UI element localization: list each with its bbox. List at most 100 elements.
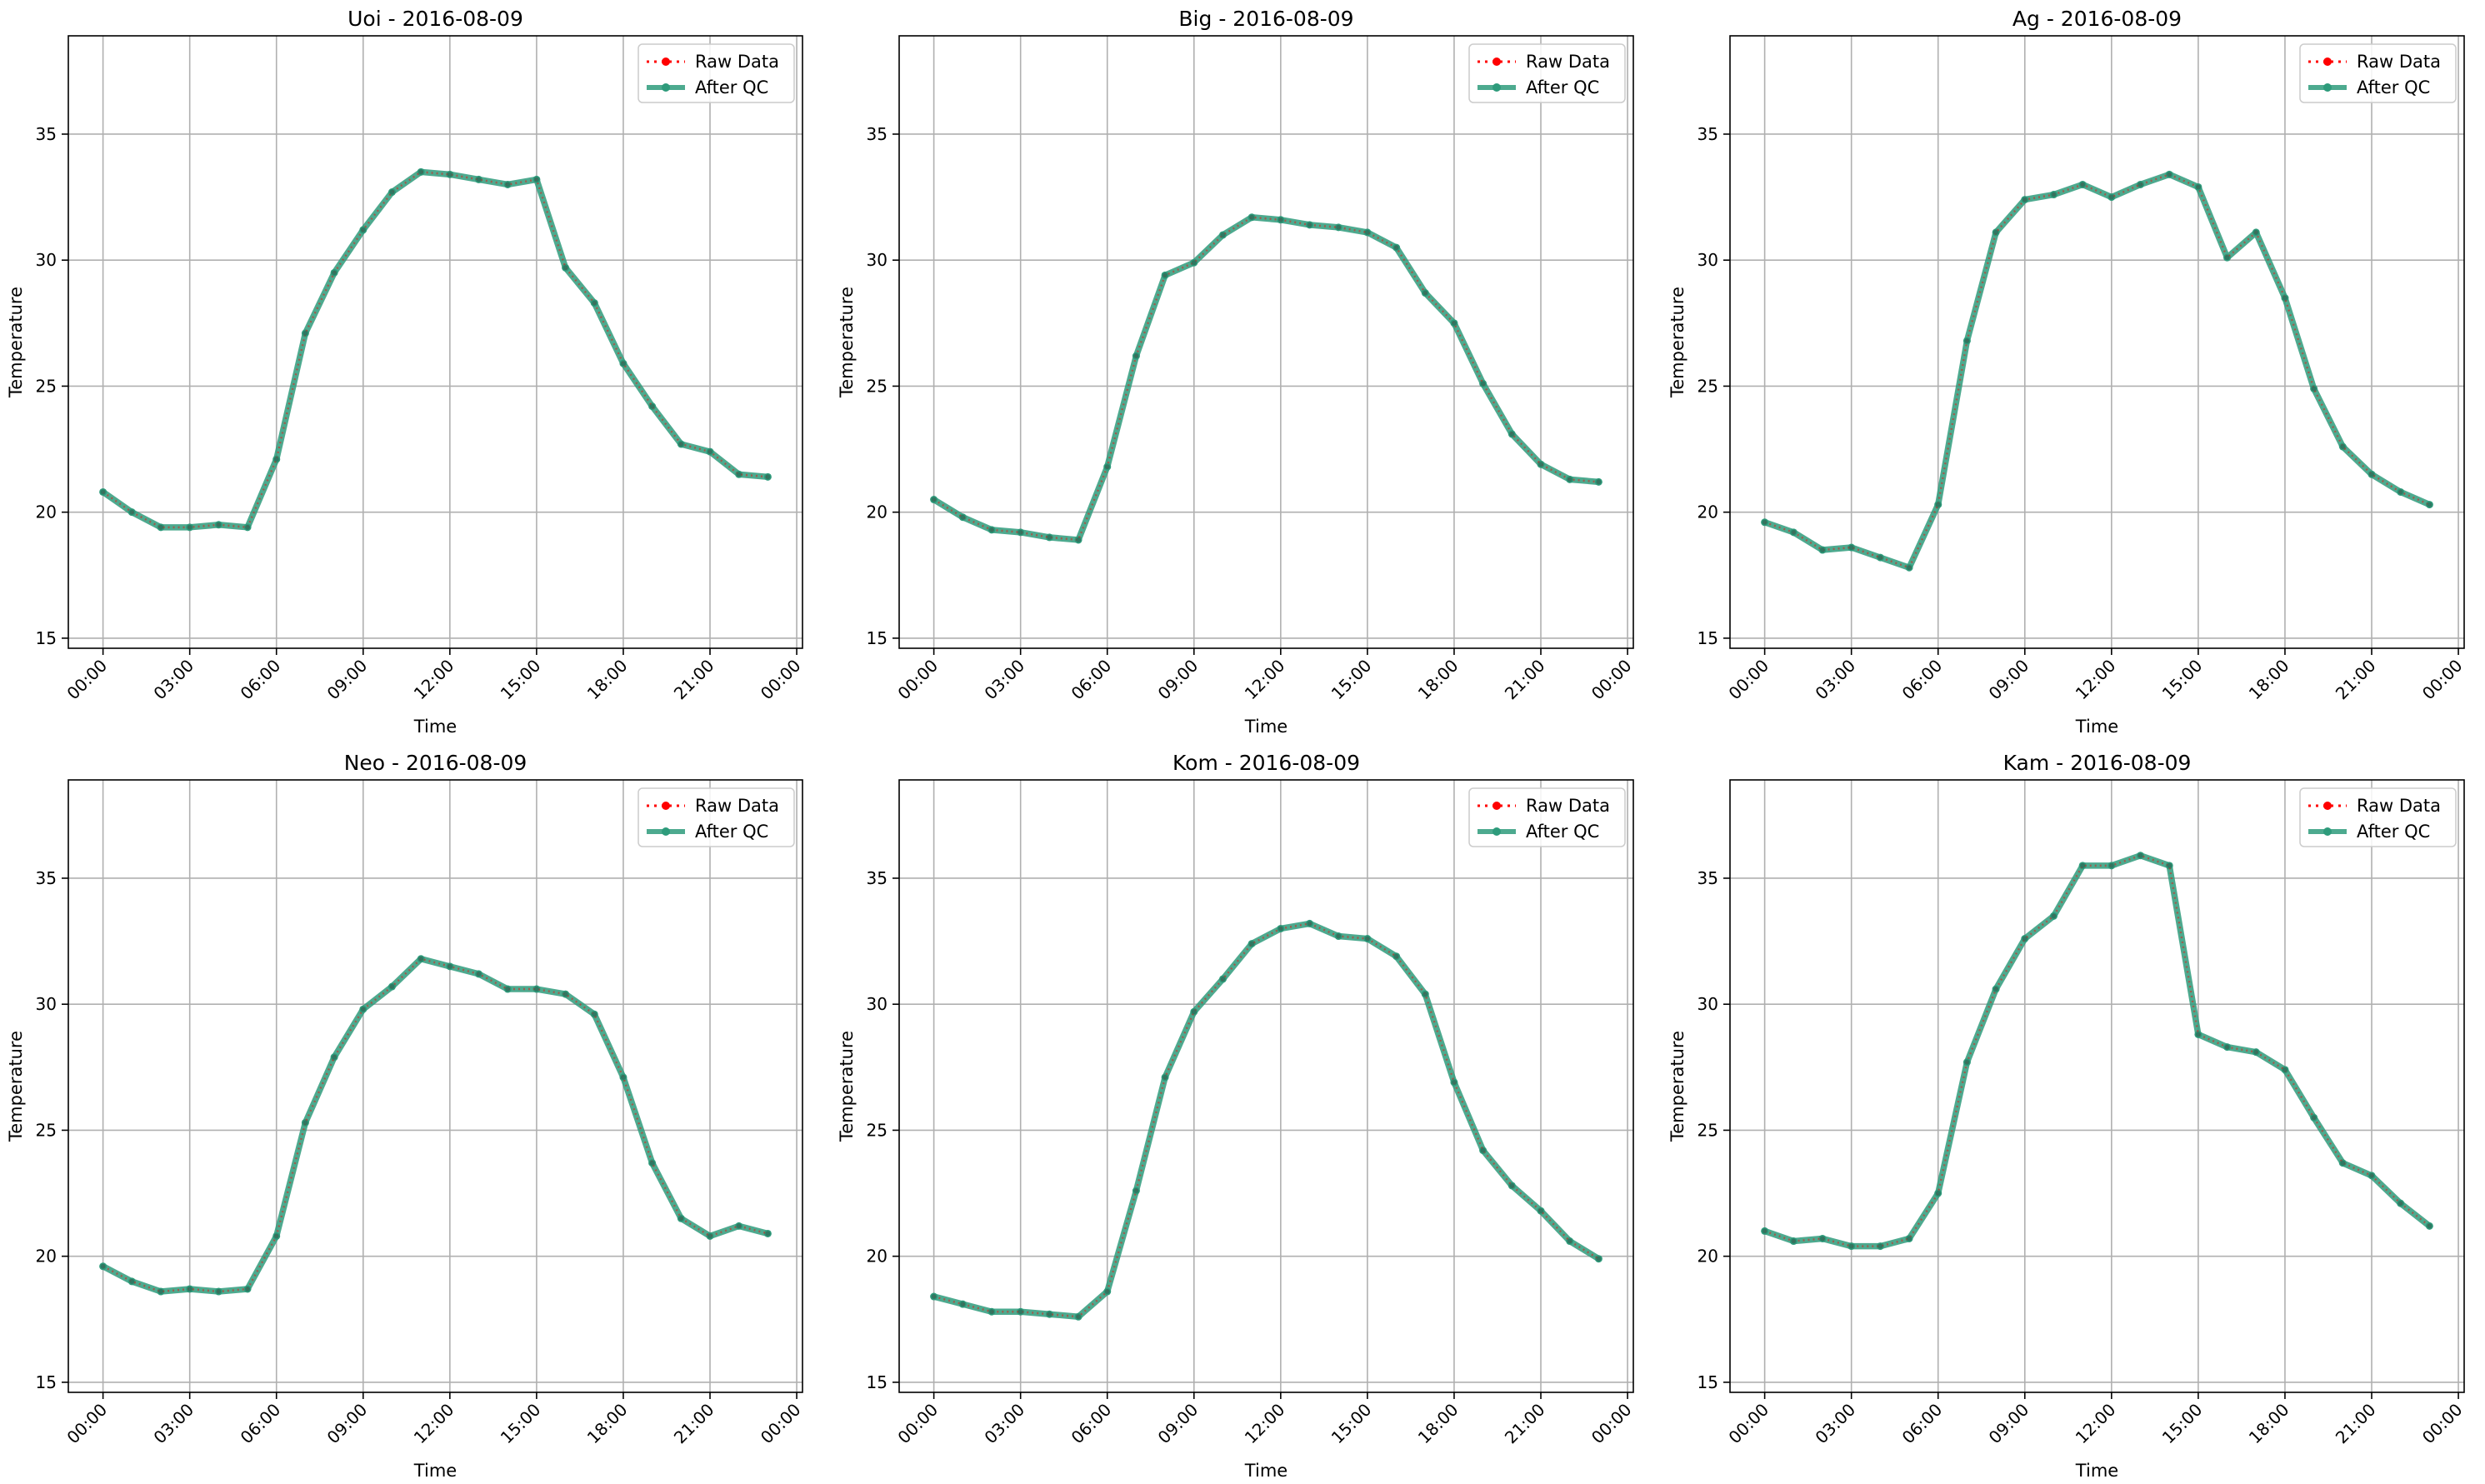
legend-marker-after-qc [2323, 83, 2332, 92]
legend-label-raw-data: Raw Data [1526, 52, 1610, 72]
raw-data-point [1191, 260, 1197, 266]
x-tick-label: 21:00 [1501, 1400, 1549, 1448]
chart-panel-1: 00:00 03:00 06:00 09:00 12:00 15:00 18:00 21:00… [6, 7, 805, 737]
legend-marker-raw-data [1492, 802, 1501, 810]
x-tick-label: 12:00 [2072, 1400, 2120, 1448]
raw-data-point [476, 177, 482, 182]
legend: Raw Data After QC [1468, 787, 1626, 847]
x-tick-label: 21:00 [1501, 656, 1549, 704]
raw-data-point [1762, 519, 1768, 525]
raw-data-point [1336, 933, 1342, 939]
raw-data-point [389, 189, 395, 195]
raw-data-point [1907, 1236, 1912, 1242]
raw-data-point [1220, 232, 1226, 237]
raw-data-point [1307, 222, 1312, 227]
x-tick-label: 00:00 [1724, 1400, 1772, 1448]
raw-data-point [100, 1263, 106, 1269]
raw-data-point [1791, 1238, 1797, 1244]
legend-marker-after-qc [662, 83, 670, 92]
x-tick-label: 12:00 [410, 1400, 458, 1448]
raw-data-point [1878, 1243, 1883, 1249]
plot-frame [898, 779, 1634, 1393]
y-tick-label: 35 [1698, 868, 1718, 888]
raw-data-point [418, 956, 424, 962]
raw-data-point [562, 265, 568, 271]
legend-marker-after-qc [662, 827, 670, 836]
y-tick-label: 25 [36, 376, 57, 396]
x-tick-label: 00:00 [893, 1400, 942, 1448]
y-tick-label: 15 [1698, 628, 1718, 648]
raw-data-point [1538, 462, 1544, 467]
raw-data-point [1596, 479, 1602, 485]
raw-data-point [988, 527, 994, 532]
raw-data-point [2080, 862, 2086, 868]
x-tick-label: 03:00 [1811, 656, 1859, 704]
raw-data-point [620, 361, 626, 367]
plot-frame [1729, 35, 2465, 649]
raw-data-point [1480, 381, 1486, 387]
raw-data-point [533, 987, 539, 992]
raw-data-point [1819, 547, 1825, 553]
x-tick-label: 00:00 [757, 656, 805, 704]
raw-data-point [2195, 184, 2201, 190]
raw-data-point [678, 1216, 684, 1222]
x-axis-label: Time [413, 1461, 457, 1481]
raw-data-point [418, 169, 424, 175]
series-line-after-qc [1761, 171, 2433, 571]
raw-data-point [1567, 1238, 1572, 1244]
x-tick-label: 06:00 [1068, 656, 1116, 704]
x-tick-label: 09:00 [323, 1400, 372, 1448]
raw-data-point [1220, 976, 1226, 982]
x-axis-label: Time [1244, 717, 1288, 737]
raw-data-point [1278, 217, 1283, 222]
raw-data-point [736, 472, 742, 477]
raw-data-point [1307, 921, 1312, 927]
raw-data-point [2311, 1115, 2317, 1121]
raw-data-point [2311, 386, 2317, 392]
legend-label-raw-data: Raw Data [1526, 796, 1610, 816]
x-tick-label: 06:00 [1898, 656, 1947, 704]
raw-data-point [360, 1007, 366, 1012]
raw-data-point [2051, 913, 2057, 919]
raw-data-point [216, 1289, 222, 1295]
raw-data-point [505, 987, 511, 992]
y-axis-label: Temperature [6, 287, 26, 398]
raw-data-point [302, 1120, 308, 1126]
raw-data-point [1451, 1079, 1457, 1085]
y-tick-label: 25 [867, 376, 888, 396]
legend-label-after-qc: After QC [2357, 77, 2430, 97]
raw-data-point [216, 522, 222, 527]
legend: Raw Data After QC [2299, 787, 2457, 847]
x-tick-label: 00:00 [1588, 1400, 1636, 1448]
x-tick-label: 12:00 [2072, 656, 2120, 704]
raw-data-point [2167, 172, 2172, 177]
series-line-after-qc [930, 214, 1602, 543]
raw-data-point [476, 971, 482, 977]
raw-data-point [2369, 1172, 2375, 1178]
y-tick-label: 15 [1698, 1372, 1718, 1392]
x-tick-label: 00:00 [2418, 656, 2467, 704]
chart-title: Kam - 2016-08-09 [2003, 751, 2192, 775]
legend-marker-raw-data [1492, 57, 1501, 66]
legend-marker-after-qc [2323, 827, 2332, 836]
x-tick-label: 21:00 [670, 1400, 718, 1448]
y-tick-label: 20 [1698, 502, 1718, 522]
raw-data-point [2022, 197, 2028, 202]
x-tick-label: 03:00 [149, 1400, 198, 1448]
raw-data-point [187, 524, 192, 530]
raw-data-point [245, 1286, 251, 1292]
y-tick-label: 30 [1698, 250, 1718, 270]
series-line-raw-data [1764, 854, 2431, 1247]
raw-data-point [2427, 502, 2432, 507]
x-tick-label: 15:00 [1328, 656, 1376, 704]
y-tick-label: 15 [867, 628, 888, 648]
raw-data-point [1819, 1236, 1825, 1242]
y-axis-label: Temperature [1668, 287, 1688, 398]
raw-data-point [2282, 1067, 2288, 1072]
legend-marker-after-qc [1492, 83, 1501, 92]
chart-title: Neo - 2016-08-09 [344, 751, 528, 775]
x-tick-label: 12:00 [1241, 1400, 1289, 1448]
legend-marker-raw-data [662, 802, 670, 810]
x-tick-label: 09:00 [323, 656, 372, 704]
